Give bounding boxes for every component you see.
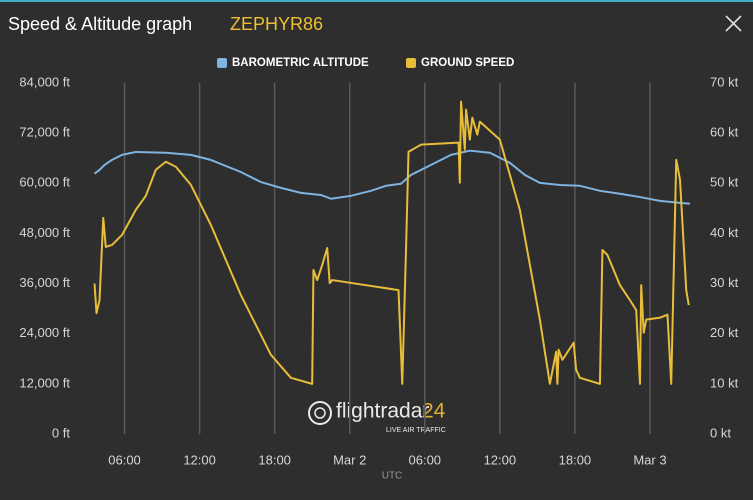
legend-swatch — [406, 58, 416, 68]
y-tick-label: 24,000 ft — [19, 325, 70, 340]
x-tick-label: 06:00 — [108, 452, 141, 467]
y2-tick-label: 0 kt — [710, 425, 731, 440]
series-line — [93, 100, 690, 385]
callsign: ZEPHYR86 — [230, 14, 323, 34]
x-tick-label: Mar 3 — [633, 452, 666, 467]
y2-tick-label: 10 kt — [710, 375, 739, 390]
x-tick-label: 12:00 — [183, 452, 216, 467]
x-tick-label: 06:00 — [409, 452, 442, 467]
y2-tick-label: 20 kt — [710, 325, 739, 340]
y2-tick-label: 70 kt — [710, 74, 739, 89]
x-tick-label: Mar 2 — [333, 452, 366, 467]
close-icon[interactable] — [725, 15, 742, 32]
watermark-brand: flightradar — [336, 400, 429, 423]
y-tick-label: 60,000 ft — [19, 175, 70, 190]
y-tick-label: 36,000 ft — [19, 275, 70, 290]
watermark-logo — [308, 401, 332, 425]
y-tick-label: 0 ft — [52, 425, 70, 440]
y-tick-label: 12,000 ft — [19, 375, 70, 390]
watermark-logo — [314, 407, 326, 419]
legend-swatch — [217, 58, 227, 68]
watermark-suffix: 24 — [422, 400, 446, 423]
x-axis-label: UTC — [382, 471, 403, 482]
legend-label: BAROMETRIC ALTITUDE — [232, 57, 369, 69]
x-tick-label: 18:00 — [258, 452, 291, 467]
y-tick-label: 84,000 ft — [19, 74, 70, 89]
x-tick-label: 12:00 — [484, 452, 517, 467]
close-button[interactable] — [725, 15, 742, 32]
y2-tick-label: 60 kt — [710, 125, 739, 140]
watermark-tagline: LIVE AIR TRAFFIC — [386, 427, 446, 434]
x-tick-label: 18:00 — [559, 452, 592, 467]
chart-title: Speed & Altitude graph — [8, 14, 192, 34]
y2-tick-label: 40 kt — [710, 225, 739, 240]
series-line — [93, 149, 691, 205]
y-tick-label: 48,000 ft — [19, 225, 70, 240]
legend-label: GROUND SPEED — [421, 57, 514, 69]
y2-tick-label: 50 kt — [710, 175, 739, 190]
y2-tick-label: 30 kt — [710, 275, 739, 290]
y-tick-label: 72,000 ft — [19, 125, 70, 140]
watermark: flightradar 24 LIVE AIR TRAFFIC — [308, 400, 446, 434]
top-accent — [0, 0, 753, 2]
